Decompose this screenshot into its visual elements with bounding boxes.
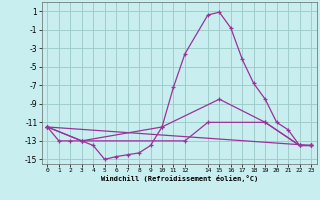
X-axis label: Windchill (Refroidissement éolien,°C): Windchill (Refroidissement éolien,°C)	[100, 175, 258, 182]
